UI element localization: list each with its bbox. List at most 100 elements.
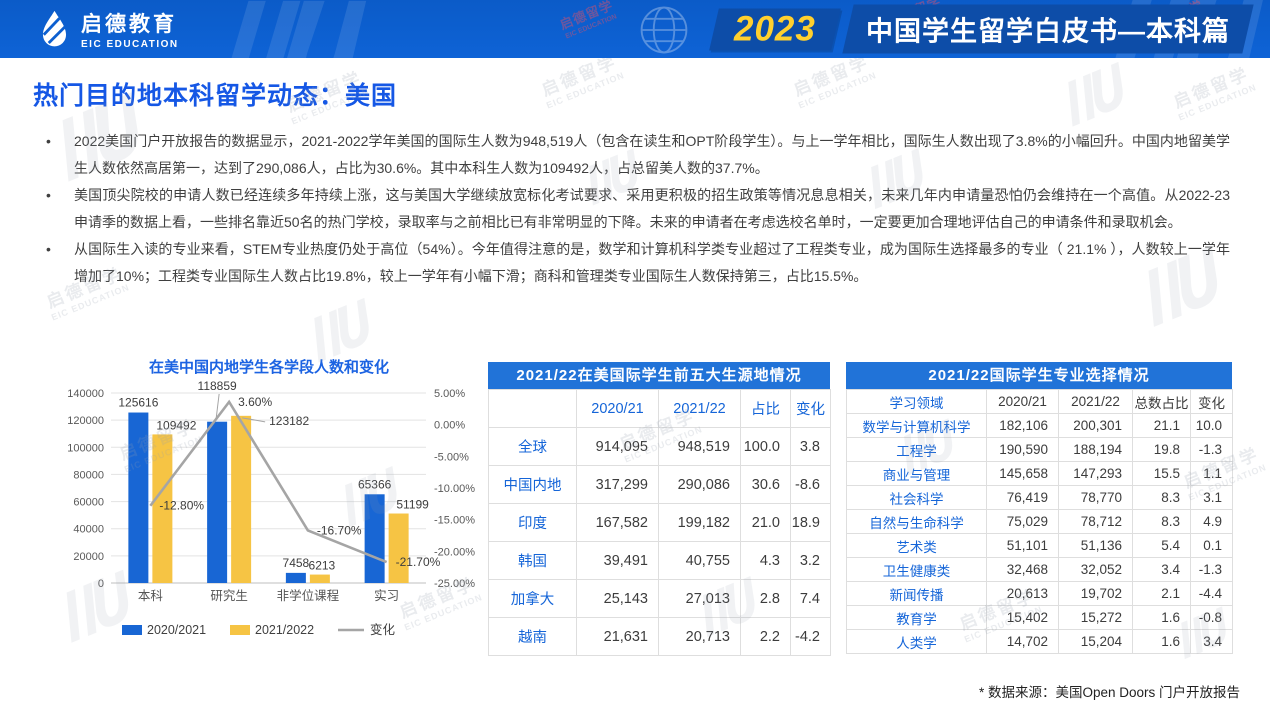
table-row: 卫生健康类 32,468 32,052 3.4 -1.3: [846, 557, 1233, 582]
row-label: 商业与管理: [846, 461, 987, 486]
svg-text:51199: 51199: [396, 498, 429, 512]
svg-text:7458: 7458: [283, 556, 310, 570]
table-row: 教育学 15,402 15,272 1.6 -0.8: [846, 605, 1233, 630]
cell-value: -0.8: [1190, 605, 1233, 630]
majors-table: 学习领域 2020/21 2021/22 总数占比 变化 数学与计算机科学 182,106 2…: [846, 389, 1233, 654]
table-row: 全球 914,095 948,519 100.0 3.8: [488, 427, 831, 466]
globe-icon: [636, 2, 692, 58]
cell-value: 40,755: [658, 541, 741, 580]
table-row: 新闻传播 20,613 19,702 2.1 -4.4: [846, 581, 1233, 606]
column-header: [488, 389, 577, 428]
cell-value: 51,136: [1058, 533, 1133, 558]
svg-text:6213: 6213: [309, 559, 336, 573]
table-row: 艺术类 51,101 51,136 5.4 0.1: [846, 533, 1233, 558]
cell-value: 5.4: [1132, 533, 1191, 558]
row-label: 越南: [488, 617, 577, 656]
row-label: 全球: [488, 427, 577, 466]
table-row: 数学与计算机科学 182,106 200,301 21.1 10.0: [846, 413, 1233, 438]
cell-value: -4.2: [790, 617, 831, 656]
brand-logo: 启德教育 EIC EDUCATION: [38, 9, 179, 54]
cell-value: 190,590: [986, 437, 1059, 462]
svg-text:-12.80%: -12.80%: [159, 499, 204, 513]
cell-value: 32,468: [986, 557, 1059, 582]
cell-value: 188,194: [1058, 437, 1133, 462]
cell-value: 4.3: [740, 541, 791, 580]
cell-value: 8.3: [1132, 485, 1191, 510]
table-row: 人类学 14,702 15,204 1.6 3.4: [846, 629, 1233, 654]
cell-value: 1.6: [1132, 629, 1191, 654]
svg-text:0.00%: 0.00%: [434, 420, 465, 432]
svg-text:109492: 109492: [156, 418, 196, 432]
table-row: 加拿大 25,143 27,013 2.8 7.4: [488, 579, 831, 618]
cell-value: 147,293: [1058, 461, 1133, 486]
cell-value: 914,095: [576, 427, 659, 466]
cell-value: 10.0: [1190, 413, 1233, 438]
cell-value: 3.2: [790, 541, 831, 580]
row-label: 新闻传播: [846, 581, 987, 606]
svg-text:-25.00%: -25.00%: [434, 578, 475, 590]
cell-value: 51,101: [986, 533, 1059, 558]
column-header: 学习领域: [846, 389, 987, 414]
report-title: 中国学生留学白皮书—本科篇: [866, 16, 1230, 47]
svg-text:-21.70%: -21.70%: [396, 555, 441, 569]
table-row: 越南 21,631 20,713 2.2 -4.2: [488, 617, 831, 656]
row-label: 教育学: [846, 605, 987, 630]
svg-text:140000: 140000: [67, 388, 104, 400]
cell-value: 0.1: [1190, 533, 1233, 558]
svg-text:实习: 实习: [374, 588, 399, 603]
cell-value: 19,702: [1058, 581, 1133, 606]
row-label: 数学与计算机科学: [846, 413, 987, 438]
table-major-selection: 2021/22国际学生专业选择情况 学习领域 2020/21 2021/22 总数占比…: [846, 362, 1233, 654]
bullet-item: 美国顶尖院校的申请人数已经连续多年持续上涨，这与美国大学继续放宽标化考试要求、采…: [42, 182, 1230, 236]
column-header: 2020/21: [986, 389, 1059, 414]
cell-value: 15,204: [1058, 629, 1133, 654]
cell-value: 15.5: [1132, 461, 1191, 486]
column-header: 占比: [740, 389, 791, 428]
svg-text:2021/2022: 2021/2022: [255, 623, 314, 637]
cell-value: 3.1: [1190, 485, 1233, 510]
svg-text:118859: 118859: [198, 379, 237, 393]
svg-text:20000: 20000: [73, 551, 104, 563]
column-header: 2021/22: [658, 389, 741, 428]
cell-value: 2.1: [1132, 581, 1191, 606]
cell-value: 1.6: [1132, 605, 1191, 630]
watermark-text: 启德留学 EIC EDUCATION: [538, 52, 626, 111]
cell-value: 32,052: [1058, 557, 1133, 582]
row-label: 卫生健康类: [846, 557, 987, 582]
svg-text:2020/2021: 2020/2021: [147, 623, 206, 637]
svg-text:-10.00%: -10.00%: [434, 483, 475, 495]
cell-value: 20,613: [986, 581, 1059, 606]
svg-text:-15.00%: -15.00%: [434, 515, 475, 527]
column-header: 2021/22: [1058, 389, 1133, 414]
cell-value: 25,143: [576, 579, 659, 618]
table-row: 自然与生命科学 75,029 78,712 8.3 4.9: [846, 509, 1233, 534]
column-header: 2020/21: [576, 389, 659, 428]
cell-value: 15,402: [986, 605, 1059, 630]
cell-value: 14,702: [986, 629, 1059, 654]
svg-text:3.60%: 3.60%: [238, 395, 272, 409]
cell-value: 21.0: [740, 503, 791, 542]
svg-text:研究生: 研究生: [210, 588, 248, 603]
svg-text:125616: 125616: [118, 396, 158, 410]
origins-table: 2020/21 2021/22 占比 变化 全球 914,095 948,519 100.0 3…: [488, 389, 831, 656]
row-label: 艺术类: [846, 533, 987, 558]
logo-cn-text: 启德教育: [81, 13, 177, 37]
cell-value: 3.4: [1190, 629, 1233, 654]
table-title: 2021/22国际学生专业选择情况: [846, 362, 1232, 389]
cell-value: 21,631: [576, 617, 659, 656]
cell-value: -1.3: [1190, 437, 1233, 462]
svg-text:-16.70%: -16.70%: [317, 523, 362, 537]
combo-bar-line-chart: 0 20000 40000 60000 80000 100000 120000 140000 5…: [67, 379, 475, 637]
cell-value: 20,713: [658, 617, 741, 656]
table-row: 印度 167,582 199,182 21.0 18.9: [488, 503, 831, 542]
cell-value: 145,658: [986, 461, 1059, 486]
svg-text:80000: 80000: [73, 469, 104, 481]
eic-logo-icon: [38, 9, 71, 54]
cell-value: 15,272: [1058, 605, 1133, 630]
svg-text:100000: 100000: [67, 442, 104, 454]
cell-value: 27,013: [658, 579, 741, 618]
cell-value: 7.4: [790, 579, 831, 618]
cell-value: 317,299: [576, 465, 659, 504]
logo-en-text: EIC EDUCATION: [81, 38, 179, 50]
